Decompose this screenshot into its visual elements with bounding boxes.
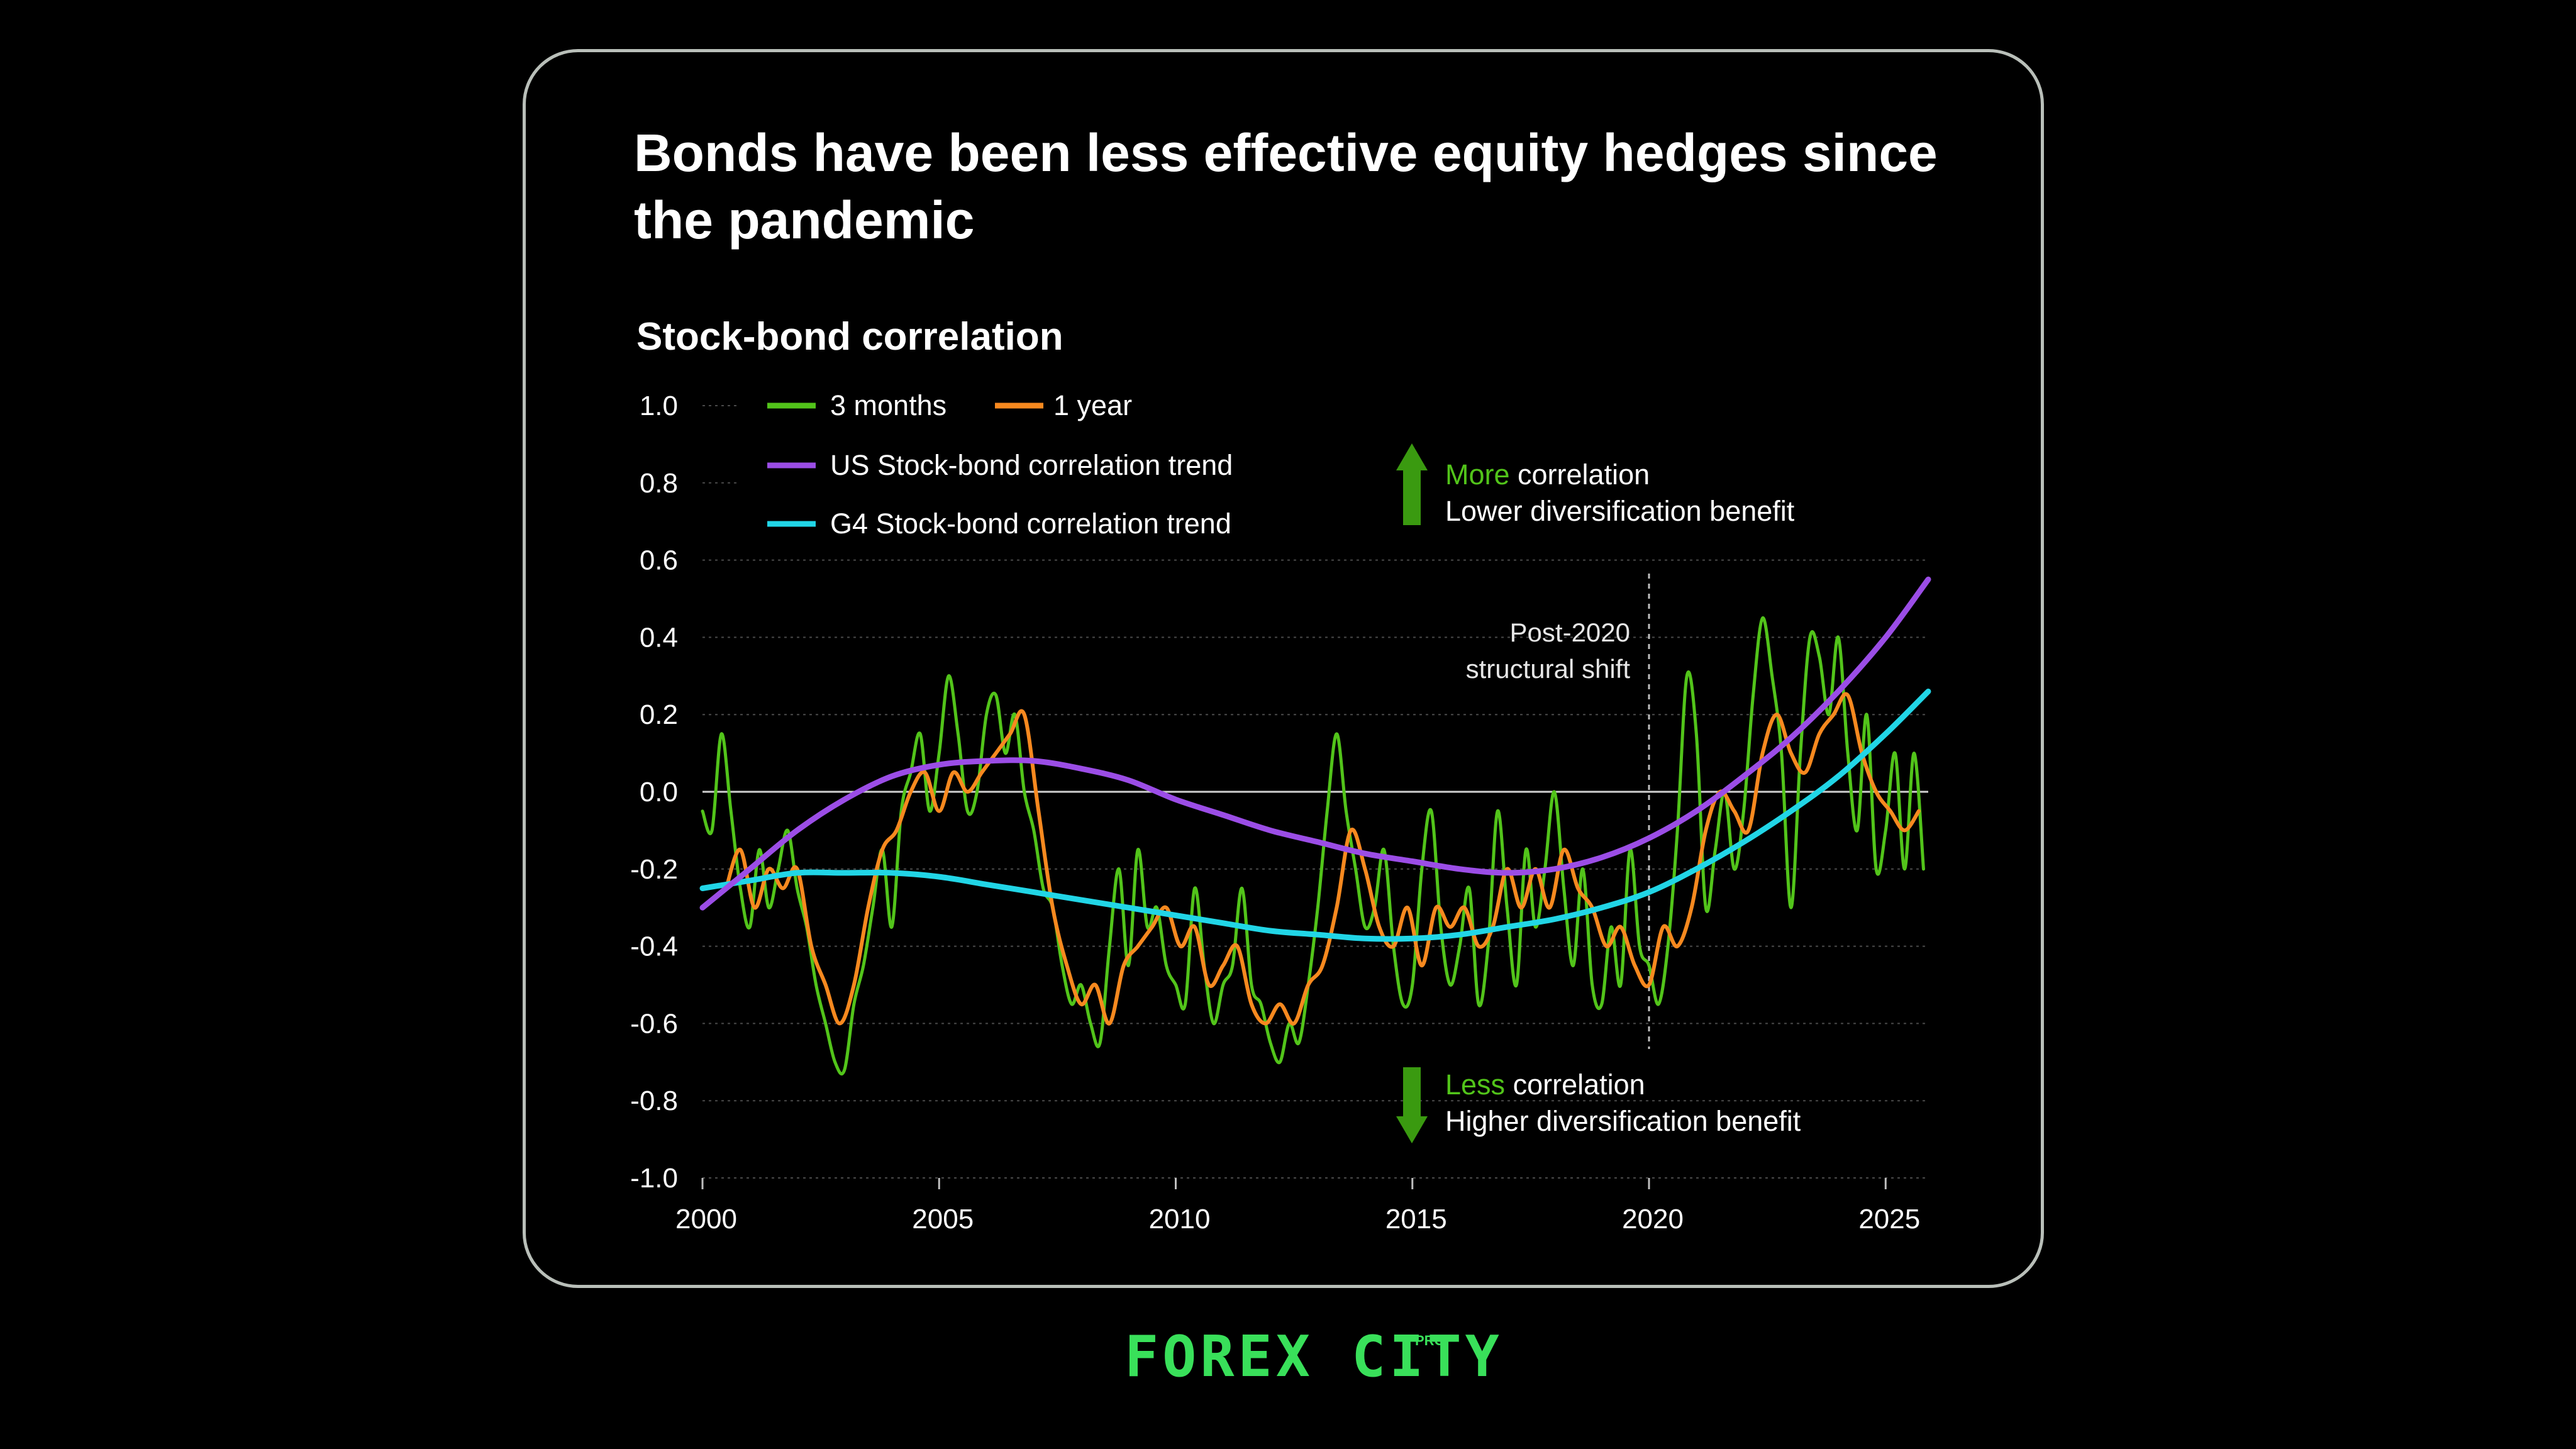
- y-tick-label: 0.2: [640, 699, 678, 730]
- chart-card: [523, 49, 2044, 1288]
- y-tick-label: -0.8: [630, 1085, 678, 1116]
- less-correlation-line1: Less correlation: [1445, 1069, 1645, 1101]
- x-tick-label: 2000: [675, 1204, 737, 1235]
- forex-city-logo-pro: PRO: [1415, 1333, 1445, 1348]
- y-tick-label: 0.8: [640, 468, 678, 499]
- y-tick-label: 0.4: [640, 622, 678, 653]
- legend-label-g4-trend: G4 Stock-bond correlation trend: [830, 508, 1231, 540]
- more-rest: correlation: [1510, 458, 1650, 491]
- forex-city-logo: FOREX CITY: [1124, 1324, 1503, 1390]
- x-tick-label: 2010: [1149, 1204, 1211, 1235]
- y-tick-label: -0.2: [630, 854, 678, 885]
- legend-label-1-year: 1 year: [1053, 389, 1132, 421]
- post-2020-shift-marker: Post-2020 structural shift: [1466, 574, 1650, 1049]
- y-tick-label: 1.0: [640, 391, 678, 421]
- more-correlation-line1: More correlation: [1445, 458, 1650, 491]
- x-tick-label: 2025: [1858, 1204, 1920, 1235]
- legend-item-1-year: 1 year: [995, 389, 1132, 421]
- y-axis-ticks: 1.0 0.8 0.6 0.4 0.2 0.0 -0.2 -0.4 -0.6 -0.8 -1.0: [630, 391, 678, 1194]
- legend-item-g4-trend: G4 Stock-bond correlation trend: [767, 508, 1231, 540]
- chart-title: Bonds have been less effective equity he…: [634, 123, 1938, 250]
- y-tick-label: 0.6: [640, 545, 678, 576]
- y-tick-label: -0.4: [630, 931, 678, 962]
- more-highlight: More: [1445, 458, 1510, 491]
- up-arrow-icon: [1396, 443, 1428, 525]
- x-tick-label: 2020: [1622, 1204, 1684, 1235]
- more-correlation-line2: Lower diversification benefit: [1445, 495, 1795, 527]
- y-tick-label: -0.6: [630, 1008, 678, 1039]
- less-correlation-line2: Higher diversification benefit: [1445, 1105, 1801, 1137]
- series-us-trend-line: [699, 576, 1931, 911]
- less-highlight: Less: [1445, 1069, 1505, 1101]
- y-tick-label: 0.0: [640, 777, 678, 808]
- chart-subtitle: Stock-bond correlation: [636, 315, 1063, 358]
- x-tick-label: 2015: [1385, 1204, 1447, 1235]
- legend: 3 months 1 year US Stock-bond correlatio…: [767, 389, 1233, 540]
- legend-label-3-months: 3 months: [830, 389, 947, 421]
- legend-label-us-trend: US Stock-bond correlation trend: [830, 449, 1233, 481]
- series-lines: [699, 576, 1931, 1075]
- y-tick-label: -1.0: [630, 1163, 678, 1194]
- series-1-year-line: [724, 692, 1921, 1026]
- more-correlation-annotation: More correlation Lower diversification b…: [1396, 443, 1795, 527]
- less-correlation-annotation: Less correlation Higher diversification …: [1396, 1067, 1801, 1143]
- x-axis-ticks: 2000 2005 2010 2015 2020 2025: [675, 1177, 1928, 1235]
- less-rest: correlation: [1505, 1069, 1645, 1101]
- legend-item-us-trend: US Stock-bond correlation trend: [767, 449, 1233, 481]
- shift-label-line1: Post-2020: [1510, 618, 1630, 647]
- x-tick-label: 2005: [912, 1204, 974, 1235]
- series-g4-trend-line: [699, 688, 1931, 942]
- legend-item-3-months: 3 months: [767, 389, 947, 421]
- down-arrow-icon: [1396, 1067, 1428, 1143]
- shift-label-line2: structural shift: [1466, 654, 1631, 684]
